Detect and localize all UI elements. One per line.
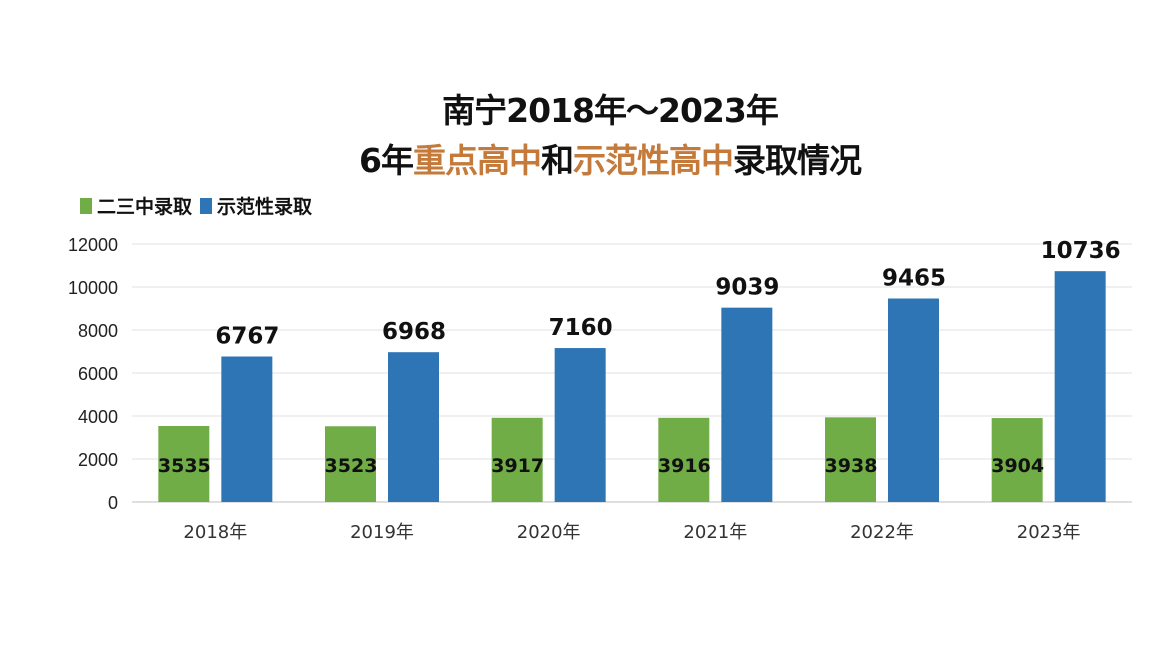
chart-title-line2: 6年重点高中和示范性高中录取情况 — [0, 134, 1170, 182]
legend-item: 示范性录取 — [200, 192, 312, 219]
data-label-blue: 6767 — [215, 324, 279, 350]
data-label-blue: 9039 — [715, 275, 779, 301]
bar-green — [325, 426, 376, 502]
data-label-blue: 9465 — [882, 266, 946, 292]
data-label-green: 3938 — [825, 455, 878, 477]
bar-green — [991, 418, 1043, 502]
y-tick-label: 8000 — [78, 321, 118, 341]
x-tick-label: 2022年 — [850, 522, 914, 543]
legend-item: 二三中录取 — [80, 192, 192, 219]
data-label-green: 3523 — [325, 455, 378, 477]
y-tick-label: 2000 — [78, 450, 118, 470]
x-tick-label: 2021年 — [683, 522, 747, 543]
bar-blue — [721, 307, 773, 502]
y-tick-label: 12000 — [68, 235, 118, 255]
data-label-blue: 6968 — [382, 319, 446, 345]
title-part: 录取情况 — [732, 141, 862, 180]
title-part: 和 — [540, 141, 574, 180]
chart-title-line1: 南宁2018年～2023年 — [442, 91, 779, 130]
bar-green — [825, 417, 876, 502]
data-label-green: 3535 — [158, 455, 211, 477]
legend-label: 示范性录取 — [217, 196, 313, 218]
x-tick-label: 2020年 — [517, 522, 581, 543]
data-label-green: 3917 — [491, 455, 544, 477]
y-tick-label: 6000 — [78, 364, 118, 384]
x-tick-label: 2023年 — [1017, 522, 1081, 543]
data-label-green: 3916 — [658, 455, 711, 477]
legend-swatch-green — [80, 197, 92, 214]
x-tick-label: 2019年 — [350, 522, 414, 543]
title-part: 6年 — [359, 141, 414, 180]
data-label-green: 3904 — [991, 455, 1044, 477]
bar-green — [658, 417, 710, 502]
bar-green — [158, 425, 210, 502]
x-tick-label: 2018年 — [183, 522, 247, 543]
y-tick-label: 10000 — [68, 278, 118, 298]
y-tick-label: 4000 — [78, 407, 118, 427]
legend-label: 二三中录取 — [97, 196, 193, 218]
bar-green — [491, 417, 543, 502]
title-highlight: 重点高中 — [412, 141, 542, 180]
y-tick-label: 0 — [108, 493, 118, 513]
legend: 二三中录取 示范性录取 — [80, 192, 320, 219]
bar-blue — [888, 298, 939, 502]
bar-blue — [554, 348, 606, 502]
title-highlight: 示范性高中 — [572, 141, 734, 180]
data-label-blue: 10736 — [1041, 238, 1121, 264]
data-label-blue: 7160 — [549, 315, 613, 341]
bar-blue — [221, 356, 273, 502]
bar-blue — [388, 352, 439, 502]
legend-swatch-blue — [200, 197, 213, 214]
bar-blue — [1054, 271, 1106, 502]
